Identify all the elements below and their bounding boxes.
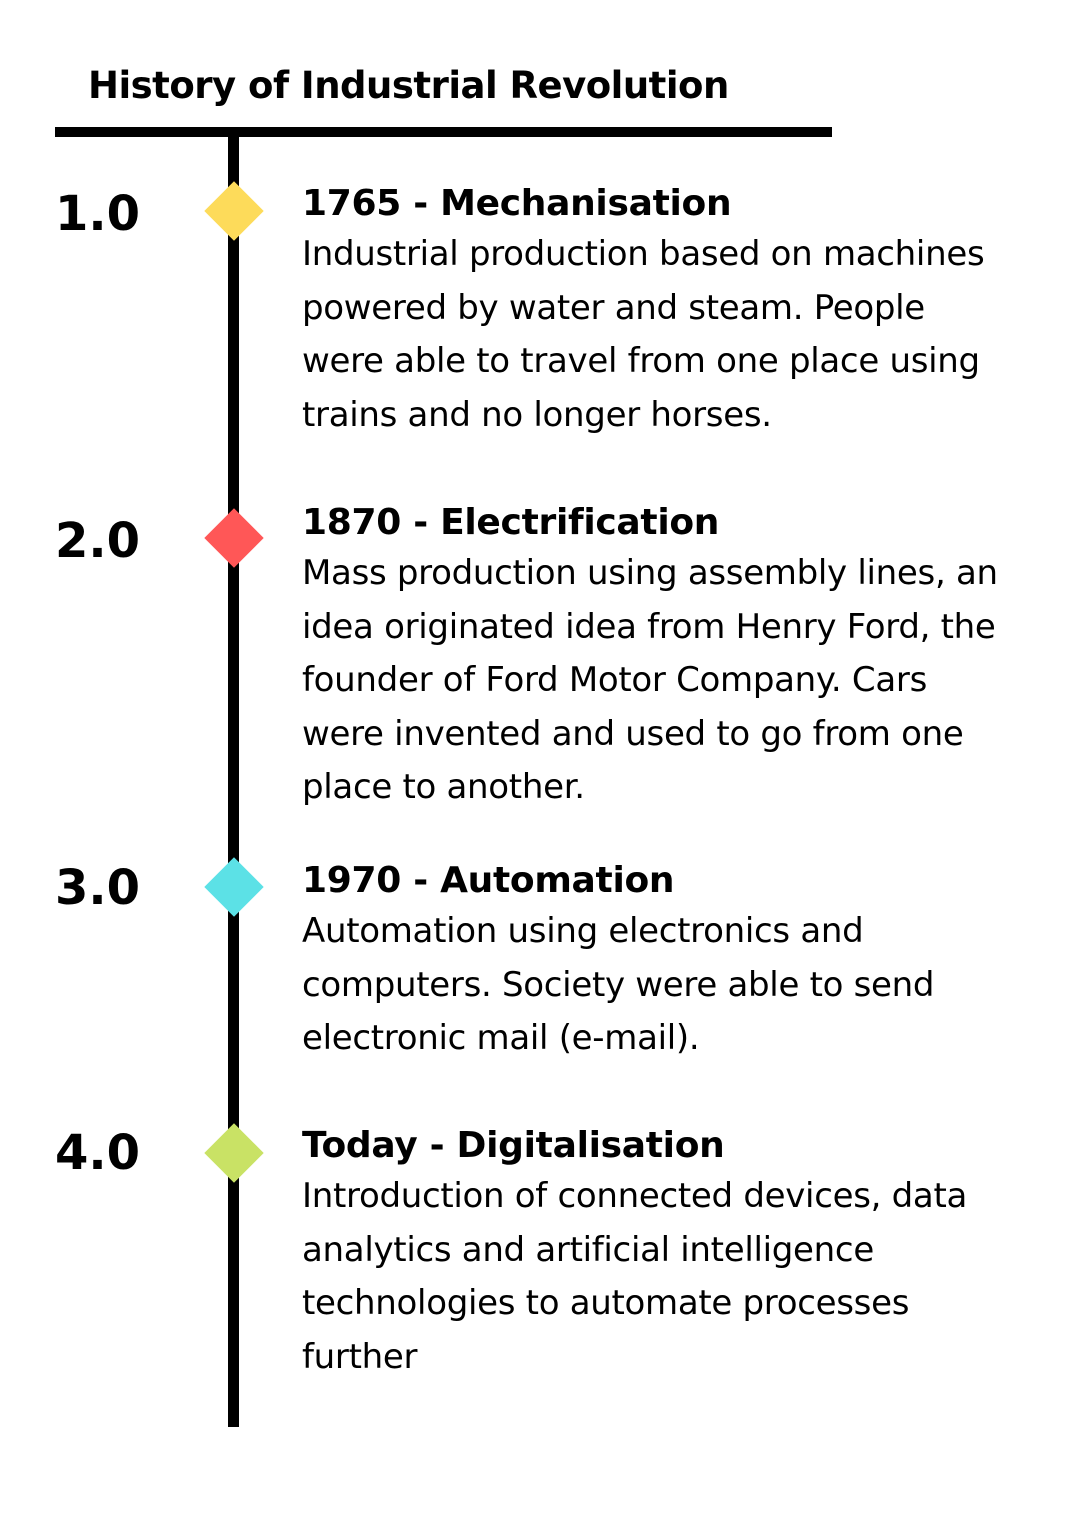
entry-heading: 1765 - Mechanisation: [302, 183, 732, 224]
description-line: place to another.: [302, 767, 585, 807]
timeline-entry-2: 1870 - Electrification Mass production u…: [302, 499, 1072, 815]
entry-description: Introduction of connected devices, data …: [302, 1170, 1072, 1384]
entry-heading: 1970 - Automation: [302, 860, 675, 901]
description-line: powered by water and steam. People: [302, 287, 925, 328]
description-line: were invented and used to go from one: [302, 713, 964, 754]
title-underline: [55, 127, 832, 137]
description-line: Mass production using assembly lines, an: [302, 553, 998, 593]
diamond-marker-2: [204, 508, 264, 568]
description-line: computers. Society were able to send: [302, 964, 935, 1005]
entry-heading: 1870 - Electrification: [302, 502, 720, 543]
version-label-4: 4.0: [55, 1125, 141, 1181]
version-label-3: 3.0: [55, 860, 141, 916]
entry-description: Mass production using assembly lines, an…: [302, 547, 1072, 815]
diamond-marker-4: [204, 1123, 264, 1183]
entry-description: Automation using electronics and compute…: [302, 905, 1072, 1066]
timeline-entry-4: Today - Digitalisation Introduction of c…: [302, 1122, 1072, 1384]
diamond-marker-3: [204, 857, 264, 917]
description-line: founder of Ford Motor Company. Cars: [302, 660, 927, 700]
description-line: Industrial production based on machines: [302, 234, 985, 274]
description-line: trains and no longer horses.: [302, 394, 772, 435]
timeline-entry-1: 1765 - Mechanisation Industrial producti…: [302, 180, 1072, 442]
entry-description: Industrial production based on machines …: [302, 228, 1072, 442]
description-line: technologies to automate processes: [302, 1283, 910, 1323]
diamond-marker-1: [204, 181, 264, 241]
page-title: History of Industrial Revolution: [88, 64, 729, 107]
version-label-2: 2.0: [55, 513, 141, 569]
description-line: Introduction of connected devices, data: [302, 1176, 968, 1216]
description-line: analytics and artificial intelligence: [302, 1229, 874, 1270]
description-line: were able to travel from one place using: [302, 341, 980, 381]
description-line: further: [302, 1336, 418, 1377]
entry-heading: Today - Digitalisation: [302, 1125, 725, 1166]
description-line: idea originated idea from Henry Ford, th…: [302, 606, 996, 647]
timeline-line: [228, 127, 239, 1427]
version-label-1: 1.0: [55, 186, 141, 242]
description-line: Automation using electronics and: [302, 911, 864, 951]
description-line: electronic mail (e-mail).: [302, 1018, 700, 1058]
timeline-entry-3: 1970 - Automation Automation using elect…: [302, 857, 1072, 1066]
